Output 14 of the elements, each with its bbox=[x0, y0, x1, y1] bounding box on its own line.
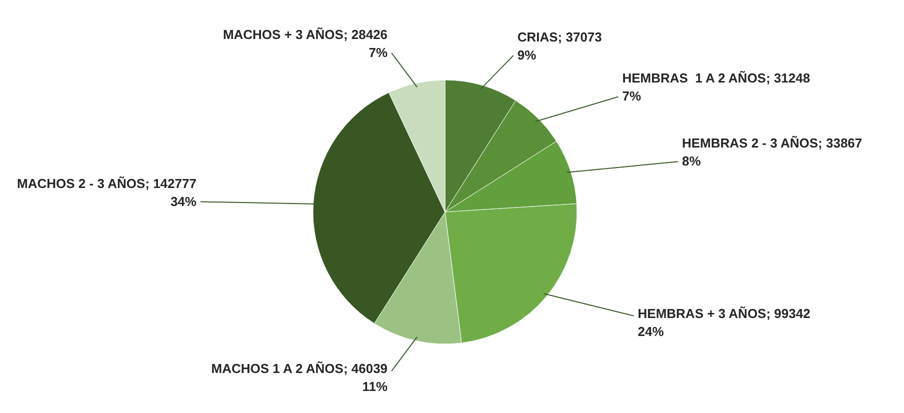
slice-label: CRIAS; 37073 bbox=[517, 29, 602, 44]
slice-label: MACHOS 1 A 2 AÑOS; 46039 bbox=[211, 361, 388, 376]
data-label: 7% bbox=[368, 44, 388, 60]
data-label: 34% bbox=[170, 194, 197, 209]
data-label: 24% bbox=[638, 324, 664, 339]
data-label: 8% bbox=[682, 154, 702, 169]
data-label: 7% bbox=[622, 88, 642, 104]
slice-label: MACHOS 2 - 3 AÑOS; 142777 bbox=[17, 176, 196, 191]
data-label: 9% bbox=[517, 47, 537, 62]
slice-label: HEMBRAS 1 A 2 AÑOS; 31248 bbox=[622, 70, 810, 86]
slice-label: HEMBRAS + 3 AÑOS; 99342 bbox=[638, 306, 810, 321]
data-label: 11% bbox=[362, 379, 388, 394]
slice-label: MACHOS + 3 AÑOS; 28426 bbox=[222, 26, 388, 42]
slice-label: HEMBRAS 2 - 3 AÑOS; 33867 bbox=[682, 136, 862, 151]
